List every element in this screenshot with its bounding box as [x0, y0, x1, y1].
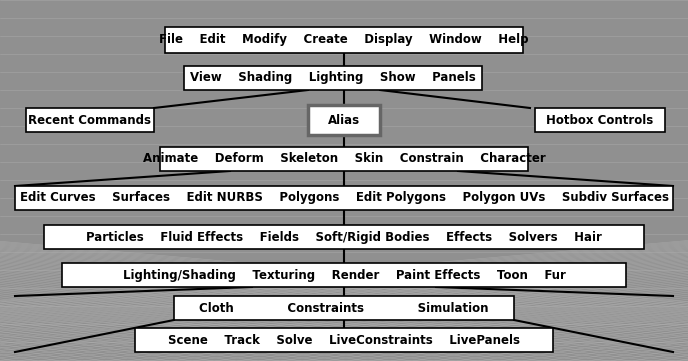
- Bar: [174, 296, 514, 320]
- Bar: [26, 108, 154, 132]
- Text: Edit Curves    Surfaces    Edit NURBS    Polygons    Edit Polygons    Polygon UV: Edit Curves Surfaces Edit NURBS Polygons…: [19, 191, 669, 204]
- Bar: [165, 27, 523, 53]
- Text: Recent Commands: Recent Commands: [28, 113, 151, 126]
- Bar: [62, 263, 626, 287]
- Bar: [184, 66, 482, 90]
- Text: File    Edit    Modify    Create    Display    Window    Help: File Edit Modify Create Display Window H…: [159, 34, 529, 47]
- Text: Alias: Alias: [328, 113, 360, 126]
- Bar: [160, 147, 528, 171]
- Text: Particles    Fluid Effects    Fields    Soft/Rigid Bodies    Effects    Solvers : Particles Fluid Effects Fields Soft/Rigi…: [86, 231, 602, 244]
- Text: Animate    Deform    Skeleton    Skin    Constrain    Character: Animate Deform Skeleton Skin Constrain C…: [142, 152, 546, 165]
- Bar: [535, 108, 665, 132]
- Text: Lighting/Shading    Texturing    Render    Paint Effects    Toon    Fur: Lighting/Shading Texturing Render Paint …: [122, 269, 566, 282]
- Bar: [44, 225, 644, 249]
- Text: Scene    Track    Solve    LiveConstraints    LivePanels: Scene Track Solve LiveConstraints LivePa…: [168, 334, 520, 347]
- Text: Cloth             Constraints             Simulation: Cloth Constraints Simulation: [200, 301, 488, 314]
- Bar: [135, 328, 553, 352]
- Bar: [308, 105, 380, 135]
- Text: View    Shading    Lighting    Show    Panels: View Shading Lighting Show Panels: [190, 71, 476, 84]
- Bar: [15, 186, 673, 210]
- Text: Hotbox Controls: Hotbox Controls: [546, 113, 654, 126]
